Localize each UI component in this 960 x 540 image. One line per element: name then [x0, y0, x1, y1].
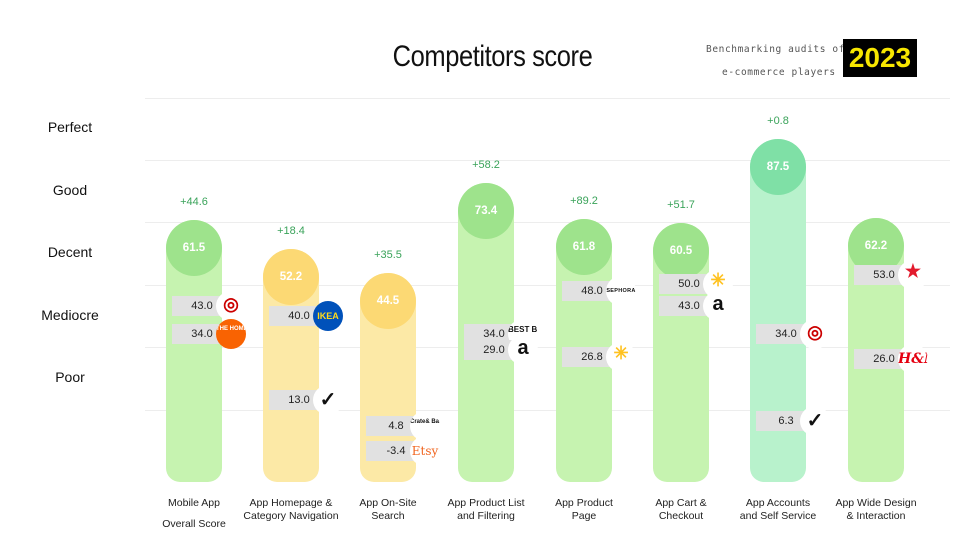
score-bubble: 52.2 — [263, 249, 319, 306]
score-bubble: 61.5 — [166, 220, 222, 277]
category-label-line: Checkout — [658, 510, 704, 522]
category-label-line: App Wide Design — [835, 497, 917, 509]
ikea-icon: IKEA — [313, 300, 343, 331]
category-label-line: App On-Site — [359, 497, 417, 509]
category-label-line: App Product List — [447, 497, 525, 509]
score-delta: +51.7 — [667, 199, 695, 212]
score-delta: +58.2 — [472, 159, 500, 172]
category-label: App Cart & Checkout — [626, 497, 736, 523]
subtitle-line-1: Benchmarking audits of — [706, 44, 846, 55]
score-bubble: 60.5 — [653, 223, 709, 280]
score-bubble: 87.5 — [750, 139, 806, 196]
category-label-line: App Accounts — [745, 497, 811, 509]
subtitle-line-2: e-commerce players — [722, 67, 836, 78]
grid-line — [145, 222, 950, 223]
score-delta: +89.2 — [570, 195, 598, 208]
level-label-good: Good — [52, 181, 88, 198]
etsy-icon: Etsy — [410, 436, 440, 467]
score-delta: +44.6 — [180, 196, 208, 209]
score-delta: +35.5 — [374, 249, 402, 262]
amazon-icon: a — [703, 291, 733, 322]
score-bubble: 73.4 — [458, 183, 514, 240]
level-label-poor: Poor — [55, 369, 85, 385]
category-label: App On-Site Search — [333, 497, 443, 523]
hm-icon: H&M — [898, 344, 928, 375]
score-delta: +18.4 — [277, 225, 305, 238]
grid-line — [145, 285, 950, 286]
category-label-line: and Filtering — [457, 510, 515, 522]
home-depot-icon: THE HOME DEPOT — [216, 319, 246, 350]
nike-icon: ✓ — [313, 384, 343, 415]
category-label-line: & Interaction — [846, 510, 906, 522]
macys-icon: ★ — [898, 259, 928, 290]
category-label-line: Search — [371, 510, 405, 522]
nike-icon: ✓ — [800, 405, 830, 436]
year-badge: 2023 — [843, 39, 917, 77]
crate-barrel-icon: Crate& Barrel — [410, 410, 440, 441]
target-icon: ◎ — [216, 291, 246, 322]
grid-line — [145, 347, 950, 348]
category-label-line: Category Navigation — [243, 510, 339, 522]
score-bubble: 61.8 — [556, 219, 612, 276]
level-label-decent: Decent — [47, 244, 93, 260]
category-label: App Product List and Filtering — [431, 497, 541, 523]
sephora-icon: SEPHORA — [606, 275, 636, 306]
category-label-line: App Homepage & — [249, 497, 333, 509]
category-label: App Product Page — [529, 497, 639, 523]
category-label-line: and Self Service — [739, 510, 817, 522]
score-bubble: 62.2 — [848, 218, 904, 275]
walmart-icon: ✳ — [606, 341, 636, 372]
chart-title: Competitors score — [392, 40, 593, 73]
category-label-line: Overall Score — [162, 518, 226, 530]
category-label: App Accounts and Self Service — [723, 497, 833, 523]
grid-line — [145, 98, 950, 99]
amazon-icon: a — [508, 334, 538, 365]
grid-line — [145, 160, 950, 161]
category-label: App Homepage & Category Navigation — [236, 497, 346, 523]
category-label-line: Page — [571, 510, 597, 522]
category-label: Mobile App Overall Score — [139, 497, 249, 531]
category-label-line: Mobile App — [168, 497, 220, 509]
level-label-mediocre: Mediocre — [41, 306, 99, 323]
level-label-perfect: Perfect — [47, 119, 93, 135]
score-delta: +0.8 — [767, 115, 789, 128]
category-label-line: App Cart & — [655, 497, 707, 509]
category-label: App Wide Design & Interaction — [821, 497, 931, 523]
category-label-line: App Product — [555, 497, 613, 509]
grid-line — [145, 410, 950, 411]
score-bubble: 44.5 — [360, 273, 416, 330]
target-icon: ◎ — [800, 319, 830, 350]
